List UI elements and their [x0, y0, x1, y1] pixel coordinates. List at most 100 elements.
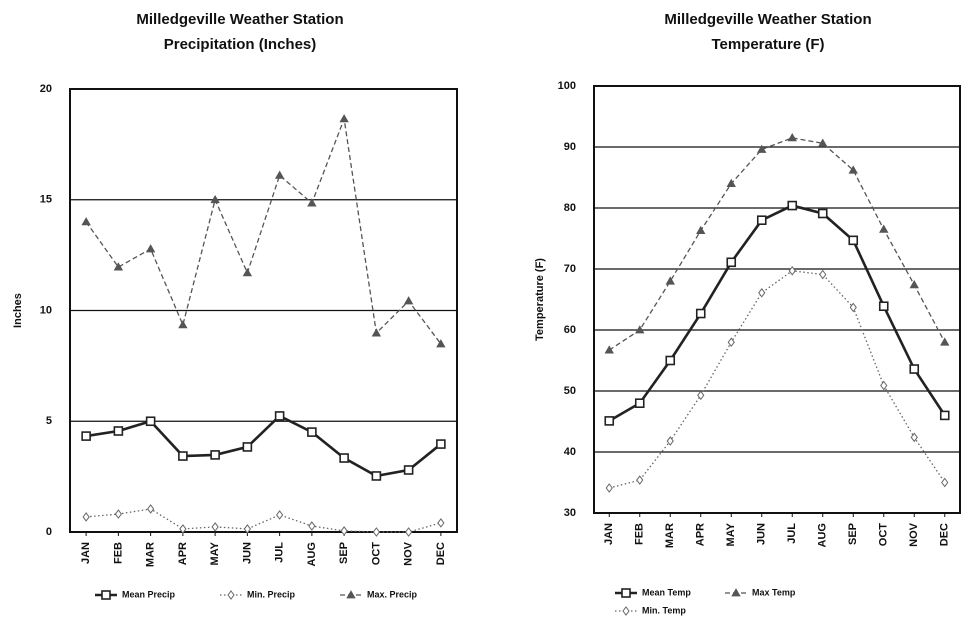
data-point — [757, 144, 767, 153]
y-tick-label: 5 — [46, 415, 52, 427]
chart-subtitle: Temperature (F) — [711, 36, 824, 53]
data-point — [145, 244, 156, 253]
data-point — [880, 380, 888, 391]
y-tick-label: 10 — [40, 304, 52, 316]
series-line — [608, 137, 946, 351]
data-point — [308, 521, 316, 531]
data-point — [817, 208, 828, 219]
data-point — [696, 225, 706, 234]
series-line — [609, 270, 946, 489]
x-tick-label: SEP — [847, 523, 859, 545]
data-point — [848, 235, 859, 246]
plot-frame — [593, 85, 961, 514]
data-point — [403, 465, 414, 475]
y-tick-label: 30 — [564, 507, 576, 519]
data-point — [941, 477, 949, 488]
data-point — [604, 416, 615, 426]
legend-label: Max Temp — [752, 587, 796, 597]
y-tick-label: 70 — [564, 263, 576, 275]
y-tick-label: 0 — [46, 526, 52, 538]
data-point — [113, 262, 124, 271]
data-point — [243, 524, 251, 534]
data-point — [605, 483, 613, 493]
data-point — [437, 518, 445, 528]
data-point — [788, 265, 796, 276]
data-point — [758, 287, 766, 298]
legend-marker — [101, 590, 111, 600]
data-point — [178, 320, 188, 329]
data-point — [910, 432, 918, 443]
legend-marker — [622, 606, 630, 616]
legend-marker — [346, 590, 356, 599]
y-axis-label: Inches — [12, 293, 24, 328]
data-point — [849, 302, 857, 313]
x-tick-label: JAN — [80, 542, 92, 564]
chart-subtitle: Precipitation (Inches) — [164, 36, 317, 53]
chart-title: Milledgeville Weather Station — [136, 11, 343, 28]
data-point — [604, 345, 614, 354]
series-line — [86, 508, 442, 533]
data-point — [81, 431, 91, 441]
x-tick-label: OCT — [878, 523, 890, 547]
y-axis-label: Temperature (F) — [534, 258, 546, 341]
legend-marker — [621, 588, 631, 598]
x-tick-label: DEC — [939, 523, 951, 546]
y-tick-label: 60 — [564, 324, 576, 336]
series-line — [85, 414, 442, 478]
data-point — [756, 215, 767, 225]
data-point — [372, 527, 380, 537]
y-tick-label: 15 — [40, 194, 52, 206]
x-tick-label: JUN — [756, 523, 768, 545]
legend-marker — [227, 590, 235, 600]
data-point — [848, 165, 858, 174]
data-point — [879, 224, 889, 233]
data-point — [878, 301, 889, 312]
series-line — [85, 116, 442, 345]
legend-label: Max. Precip — [367, 589, 418, 599]
plot-frame — [69, 88, 458, 533]
data-point — [147, 504, 155, 514]
x-tick-label: JUL — [786, 523, 798, 544]
x-tick-label: SEP — [338, 542, 350, 564]
x-tick-label: JUN — [241, 542, 253, 564]
data-point — [636, 475, 644, 485]
data-point — [940, 337, 950, 346]
x-tick-label: DEC — [435, 542, 447, 565]
data-point — [339, 114, 349, 123]
data-point — [242, 442, 253, 452]
data-point — [179, 524, 187, 534]
data-point — [371, 328, 382, 337]
data-point — [403, 296, 414, 305]
data-point — [909, 280, 919, 289]
data-point — [339, 453, 349, 463]
data-point — [276, 510, 284, 520]
y-tick-label: 90 — [564, 141, 576, 153]
data-point — [818, 138, 828, 147]
data-point — [82, 512, 90, 522]
data-point — [340, 526, 348, 536]
data-point — [787, 133, 797, 142]
data-point — [211, 522, 219, 532]
data-point — [726, 257, 737, 268]
data-point — [436, 339, 446, 348]
x-tick-label: APR — [177, 542, 189, 565]
data-point — [666, 436, 674, 446]
data-point — [635, 325, 645, 334]
x-tick-label: AUG — [817, 523, 829, 547]
legend-label: Mean Precip — [122, 589, 176, 599]
data-point — [210, 194, 220, 204]
data-point — [114, 509, 123, 519]
data-point — [405, 527, 413, 537]
x-tick-label: JUL — [274, 542, 286, 563]
x-tick-label: MAY — [725, 522, 737, 546]
data-point — [665, 355, 676, 366]
x-tick-label: NOV — [403, 541, 415, 566]
x-tick-label: FEB — [112, 542, 124, 564]
data-point — [274, 411, 285, 421]
data-point — [726, 178, 736, 188]
data-point — [695, 308, 706, 319]
legend-label: Min. Temp — [642, 605, 686, 615]
x-tick-label: MAR — [145, 542, 157, 567]
data-point — [81, 217, 91, 226]
